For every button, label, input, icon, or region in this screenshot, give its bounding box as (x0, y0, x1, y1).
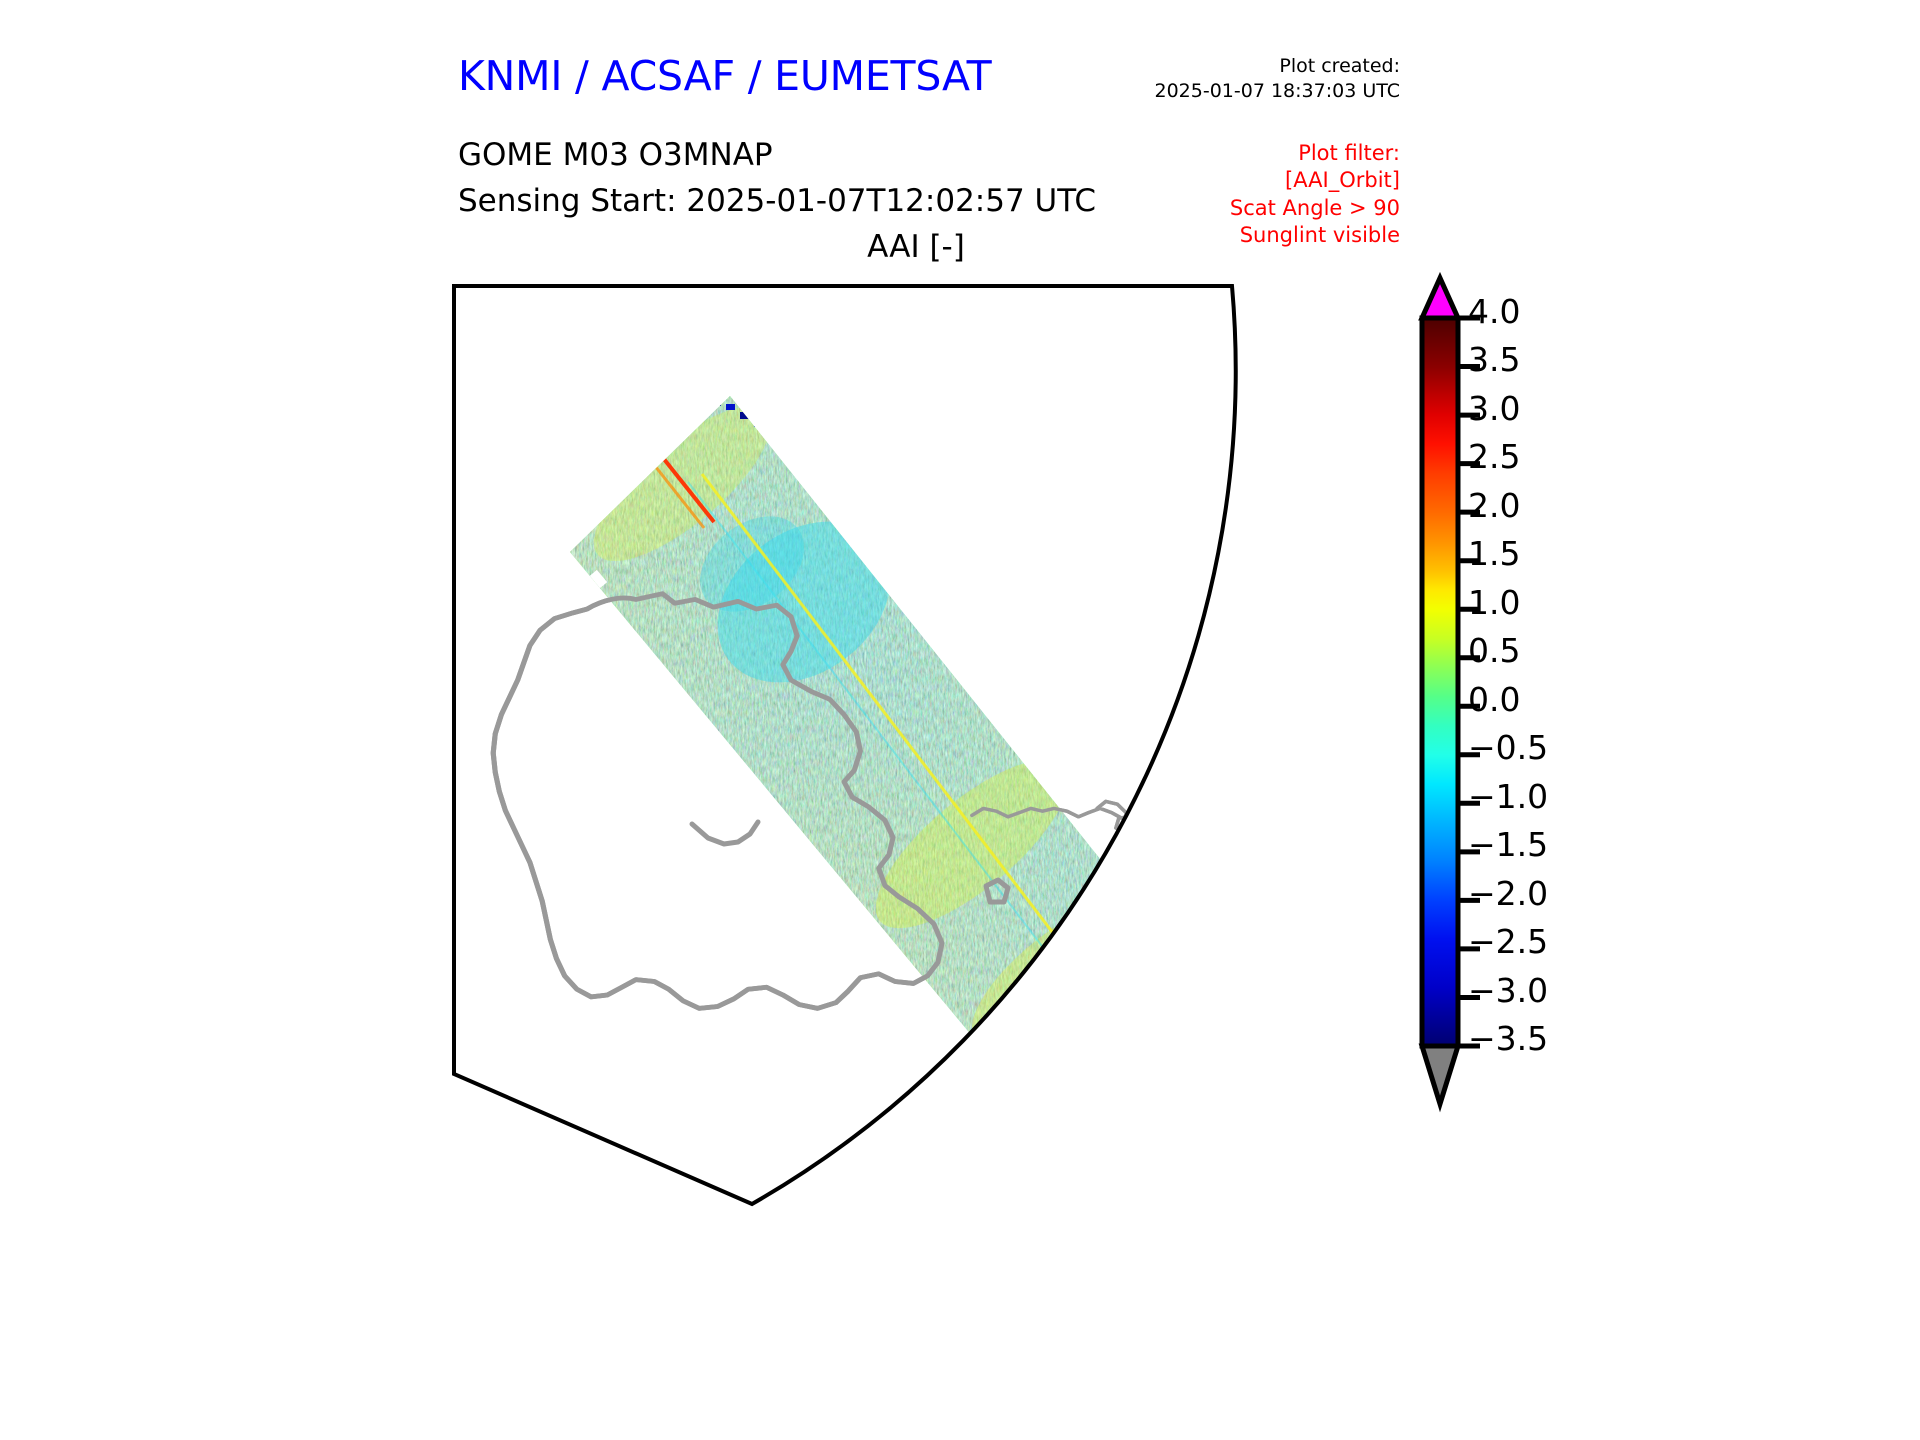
colorbar-panel[interactable]: 4.0 3.5 3.0 2.5 2.0 1.5 1.0 0.5 0.0 −0.5… (1380, 270, 1640, 1330)
antarctica-coastline-overlay (490, 591, 945, 1011)
dataset-title: GOME M03 O3MNAP (458, 137, 773, 173)
plot-created-label: Plot created: (1279, 55, 1400, 77)
colorbar-tick-label-neg2.0: −2.0 (1468, 874, 1549, 913)
colorbar-tick-label-2.0: 2.0 (1468, 486, 1521, 525)
plot-filter-line-3: Sunglint visible (1239, 222, 1400, 247)
colorbar[interactable] (1380, 270, 1640, 1330)
plot-filter-block: Plot filter: [AAI_Orbit] Scat Angle > 90… (1120, 140, 1400, 249)
colorbar-tick-label-3.0: 3.0 (1468, 389, 1521, 428)
colorbar-tick-label-3.5: 3.5 (1468, 340, 1521, 379)
page-title: AAI [-] (867, 229, 965, 265)
colorbar-tick-label-2.5: 2.5 (1468, 437, 1521, 476)
colorbar-tick-label-neg0.5: −0.5 (1468, 728, 1549, 767)
map-panel (452, 284, 1380, 1246)
colorbar-tick-label-neg1.5: −1.5 (1468, 825, 1549, 864)
colorbar-tick-label-neg3.5: −3.5 (1468, 1019, 1549, 1058)
antarctica-inner-detail (689, 819, 761, 847)
plot-created-timestamp: 2025-01-07 18:37:03 UTC (1154, 80, 1401, 102)
colorbar-tick-label-1.0: 1.0 (1468, 583, 1521, 622)
colorbar-tick-label-0.0: 0.0 (1468, 680, 1521, 719)
colorbar-tick-label-neg3.0: −3.0 (1468, 971, 1549, 1010)
colorbar-over-arrow (1418, 271, 1462, 321)
colorbar-tick-label-0.5: 0.5 (1468, 631, 1521, 670)
colorbar-tick-label-neg1.0: −1.0 (1468, 777, 1549, 816)
sensing-start-label: Sensing Start: 2025-01-07T12:02:57 UTC (458, 183, 1096, 219)
map-frame (452, 284, 1238, 1207)
plot-filter-line-1: [AAI_Orbit] (1285, 168, 1400, 193)
coastline-island (983, 877, 1011, 905)
colorbar-tick-label-4.0: 4.0 (1468, 292, 1521, 331)
agency-title: KNMI / ACSAF / EUMETSAT (458, 52, 992, 100)
plot-filter-line-0: Plot filter: (1298, 141, 1400, 165)
colorbar-tick-label-1.5: 1.5 (1468, 534, 1521, 573)
polar-map (452, 284, 1238, 1207)
plot-filter-line-2: Scat Angle > 90 (1229, 195, 1400, 220)
colorbar-ticks (1458, 315, 1480, 1049)
colorbar-under-arrow (1418, 1043, 1462, 1113)
colorbar-gradient (1419, 315, 1461, 1049)
colorbar-tick-label-neg2.5: −2.5 (1468, 922, 1549, 961)
